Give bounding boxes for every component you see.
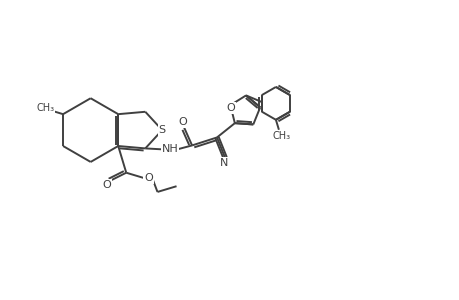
Text: O: O [225,103,234,113]
Text: O: O [102,180,111,190]
Text: O: O [179,117,187,127]
Text: S: S [158,125,165,135]
Text: O: O [144,173,152,183]
Text: CH₃: CH₃ [37,103,55,113]
Text: NH: NH [162,144,178,154]
Text: CH₃: CH₃ [272,131,291,141]
Text: N: N [219,158,228,168]
